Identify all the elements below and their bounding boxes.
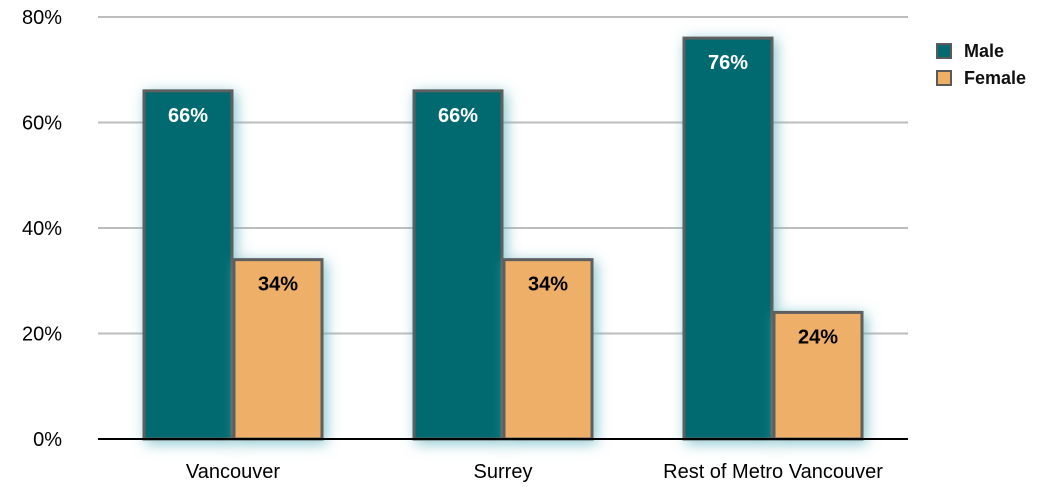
data-label: 66% bbox=[438, 105, 478, 127]
y-tick-label: 80% bbox=[22, 7, 62, 29]
legend-swatch-male bbox=[936, 43, 952, 59]
y-tick-label: 20% bbox=[22, 324, 62, 346]
data-labels: 66% 34% 66% 34% 76% 24% bbox=[168, 52, 838, 348]
bar-male bbox=[142, 89, 234, 441]
legend: Male Female bbox=[936, 40, 1026, 94]
data-label: 34% bbox=[528, 274, 568, 296]
x-tick-label: Vancouver bbox=[186, 461, 280, 483]
bar-female bbox=[232, 258, 324, 441]
y-tick-label: 60% bbox=[22, 113, 62, 135]
legend-item-female: Female bbox=[936, 67, 1026, 89]
bar-female bbox=[772, 310, 864, 441]
bar-male bbox=[682, 36, 774, 441]
data-label: 66% bbox=[168, 105, 208, 127]
x-tick-label: Rest of Metro Vancouver bbox=[663, 461, 883, 483]
y-tick-label: 40% bbox=[22, 218, 62, 240]
y-tick-label: 0% bbox=[33, 429, 62, 451]
legend-swatch-female bbox=[936, 70, 952, 86]
legend-item-male: Male bbox=[936, 40, 1026, 62]
bar-male bbox=[412, 89, 504, 441]
y-axis-tick-labels: 0% 20% 40% 60% 80% bbox=[22, 7, 62, 451]
data-label: 34% bbox=[258, 274, 298, 296]
x-tick-label: Surrey bbox=[474, 461, 533, 483]
data-label: 76% bbox=[708, 52, 748, 74]
legend-label-female: Female bbox=[964, 67, 1027, 88]
x-axis-tick-labels: Vancouver Surrey Rest of Metro Vancouver bbox=[186, 461, 883, 483]
bars bbox=[142, 36, 864, 441]
legend-label-male: Male bbox=[964, 40, 1005, 61]
data-label: 24% bbox=[798, 326, 838, 348]
